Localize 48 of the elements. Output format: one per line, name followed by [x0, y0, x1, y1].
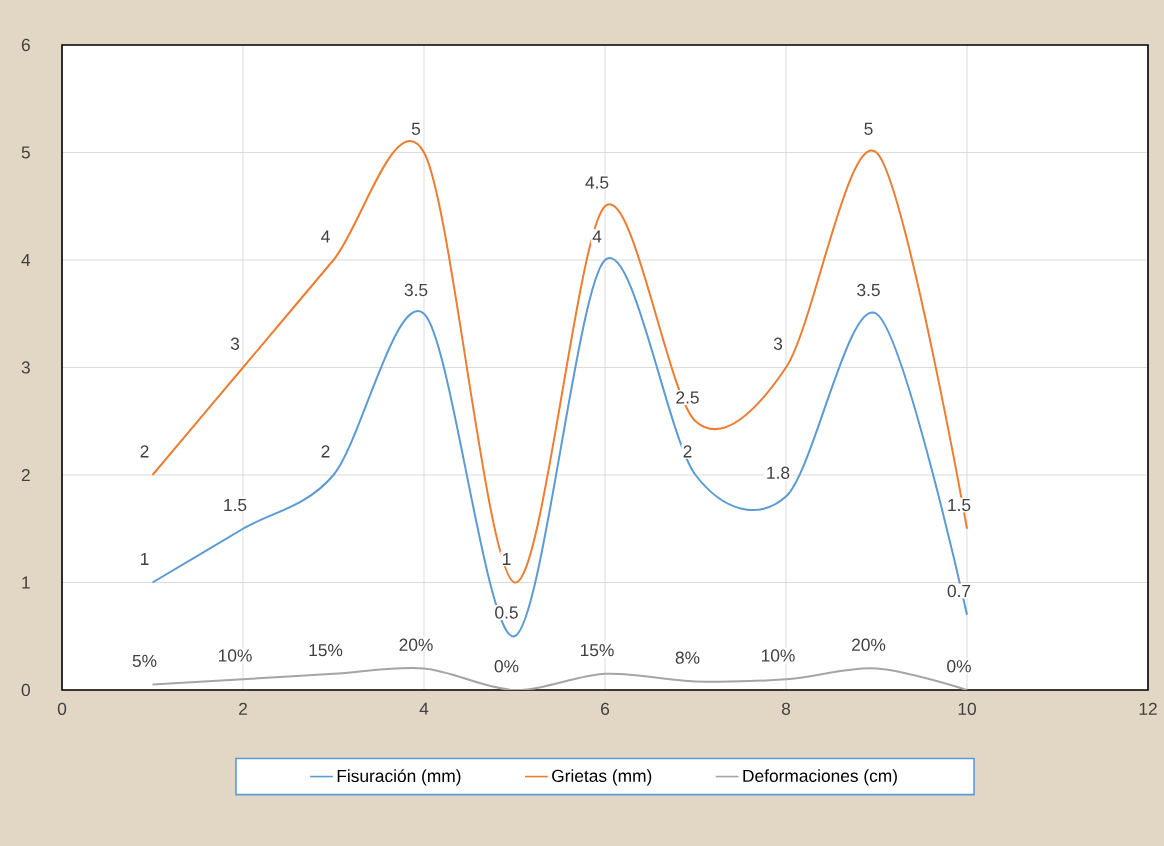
- data-label: 2.5: [676, 391, 699, 404]
- data-label: 5%: [132, 654, 157, 668]
- y-tick-label: 5: [21, 146, 30, 159]
- legend-label: Deformaciones (cm): [743, 769, 897, 786]
- x-tick-label: 4: [419, 702, 429, 715]
- data-label: 20%: [852, 638, 886, 651]
- data-label: 0.5: [495, 606, 518, 619]
- data-label: 8%: [675, 651, 700, 664]
- x-tick-label: 12: [1139, 702, 1157, 715]
- data-label: 3: [230, 337, 240, 350]
- data-label: 10%: [761, 649, 795, 662]
- y-tick-label: 4: [21, 254, 31, 266]
- data-label: 4: [592, 230, 602, 243]
- legend-label: Fisuración (mm): [337, 769, 461, 786]
- y-tick-label: 2: [21, 468, 30, 482]
- data-label: 15%: [580, 644, 614, 657]
- y-tick-label: 6: [21, 38, 30, 52]
- data-label: 3: [773, 337, 783, 350]
- x-tick-label: 8: [781, 702, 791, 715]
- data-label: 1.5: [224, 499, 247, 512]
- data-label: 0%: [494, 660, 519, 673]
- data-label: 1: [503, 552, 511, 565]
- x-tick-label: 2: [239, 702, 247, 715]
- x-tick-label: 0: [57, 702, 67, 715]
- x-tick-label: 10: [958, 702, 976, 715]
- data-label: 3.5: [857, 283, 880, 297]
- data-label: 20%: [399, 638, 433, 651]
- data-label: 0.7: [947, 584, 971, 598]
- data-label: 1.8: [767, 466, 790, 479]
- y-tick-label: 0: [21, 683, 30, 697]
- y-tick-label: 3: [21, 361, 30, 374]
- data-label: 1.5: [948, 499, 971, 512]
- x-tick-label: 6: [601, 702, 610, 715]
- data-label: 1: [141, 552, 149, 565]
- data-label: 4.5: [585, 176, 609, 189]
- data-label: 5: [411, 122, 421, 135]
- data-label: 0%: [947, 660, 971, 673]
- data-label: 15%: [309, 644, 343, 657]
- data-label: 3.5: [404, 283, 428, 297]
- data-label: 4: [321, 230, 330, 243]
- y-tick-label: 1: [22, 576, 30, 589]
- legend-label: Grietas (mm): [552, 769, 652, 786]
- data-label: 2: [321, 445, 330, 458]
- data-label: 5: [864, 122, 873, 135]
- line-series: [151, 257, 969, 638]
- data-label: 2: [140, 445, 149, 458]
- data-label: 10%: [218, 649, 252, 662]
- data-label: 2: [683, 445, 692, 458]
